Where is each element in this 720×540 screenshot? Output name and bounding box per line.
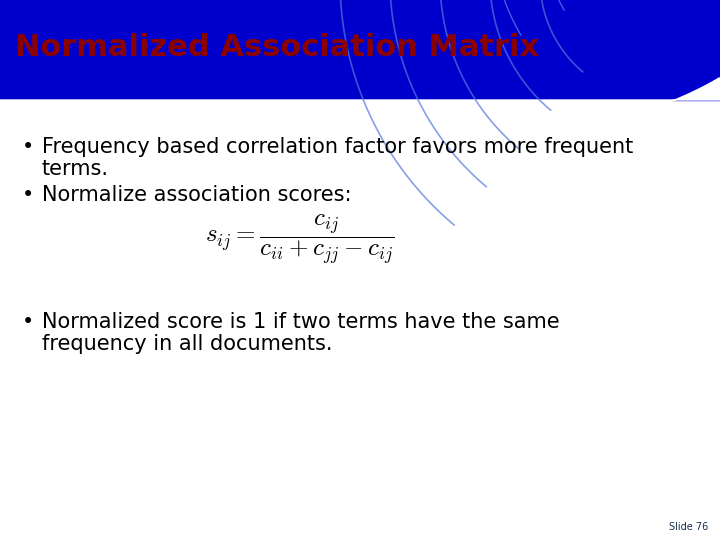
Polygon shape <box>0 0 720 100</box>
Text: •: • <box>22 185 35 205</box>
Text: Normalize association scores:: Normalize association scores: <box>42 185 351 205</box>
Text: terms.: terms. <box>42 159 109 179</box>
Text: •: • <box>22 312 35 332</box>
Text: •: • <box>22 137 35 157</box>
Text: Normalized score is 1 if two terms have the same: Normalized score is 1 if two terms have … <box>42 312 559 332</box>
Polygon shape <box>0 78 720 160</box>
Text: Slide 76: Slide 76 <box>669 522 708 532</box>
Text: Frequency based correlation factor favors more frequent: Frequency based correlation factor favor… <box>42 137 634 157</box>
Text: $s_{ij} = \dfrac{c_{ij}}{c_{ii}+c_{jj}-c_{ij}}$: $s_{ij} = \dfrac{c_{ij}}{c_{ii}+c_{jj}-c… <box>205 213 395 267</box>
Text: Normalized Association Matrix: Normalized Association Matrix <box>15 33 539 63</box>
Text: frequency in all documents.: frequency in all documents. <box>42 334 333 354</box>
